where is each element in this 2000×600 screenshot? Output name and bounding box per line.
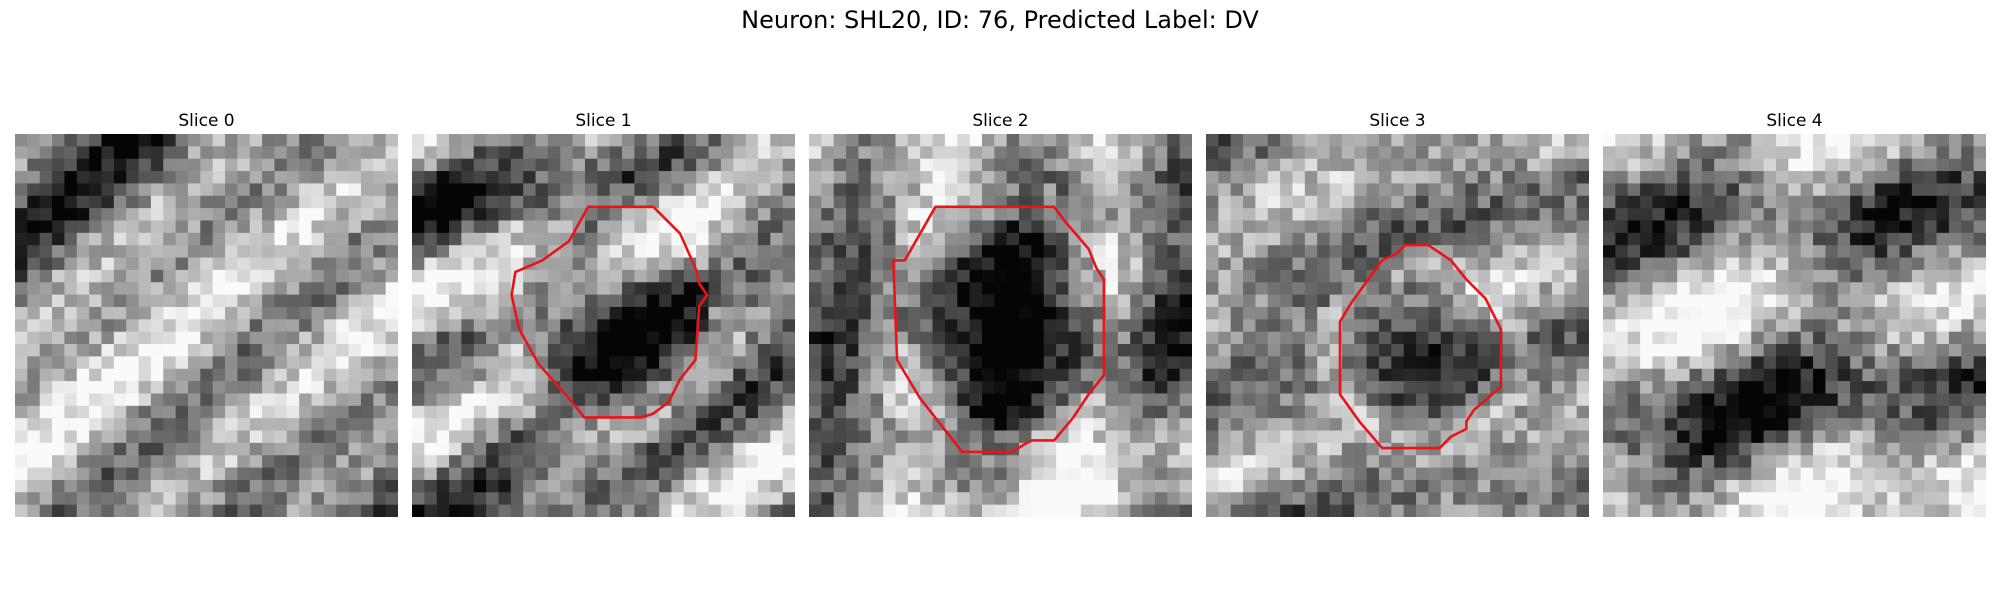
slice-image <box>412 134 795 517</box>
slice-panel-2: Slice 2 <box>809 108 1192 517</box>
slice-title: Slice 3 <box>1369 111 1426 131</box>
slice-image <box>1603 134 1986 517</box>
segmentation-contour <box>510 205 709 419</box>
slice-image <box>809 134 1192 517</box>
slice-panel-4: Slice 4 <box>1603 108 1986 517</box>
slice-image <box>1206 134 1589 517</box>
slice-title: Slice 4 <box>1766 111 1823 131</box>
slice-panel-0: Slice 0 <box>15 108 398 517</box>
slice-panel-1: Slice 1 <box>412 108 795 517</box>
slice-title: Slice 2 <box>972 111 1029 131</box>
slice-panel-3: Slice 3 <box>1206 108 1589 517</box>
slice-title: Slice 0 <box>178 111 235 131</box>
segmentation-contour <box>892 205 1106 454</box>
slice-image <box>15 134 398 517</box>
figure-title: Neuron: SHL20, ID: 76, Predicted Label: … <box>741 6 1259 34</box>
slice-title: Slice 1 <box>575 111 632 131</box>
segmentation-contour <box>1338 243 1503 450</box>
